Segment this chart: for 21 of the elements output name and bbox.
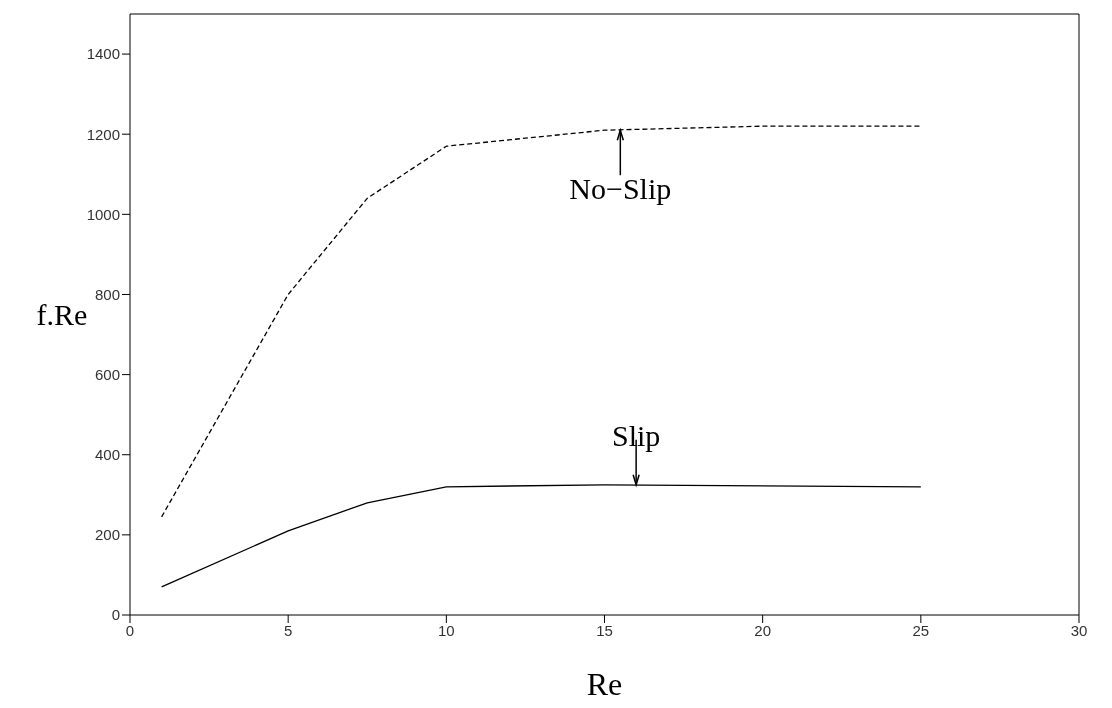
x-axis-title: Re (586, 666, 623, 702)
annotation: Slip (611, 418, 661, 452)
y-tick-label: 200 (94, 526, 120, 544)
y-tick-label: 600 (94, 365, 120, 383)
y-axis-title: f.Re (36, 298, 88, 332)
y-tick-label: 0 (111, 606, 120, 624)
y-tick-label: 1200 (86, 125, 120, 143)
x-tick-label: 20 (754, 621, 772, 639)
x-tick-label: 5 (283, 621, 293, 639)
x-tick-label: 25 (912, 621, 930, 639)
x-tick-label: 15 (596, 621, 613, 639)
y-tick-label: 400 (94, 446, 120, 464)
annotation: No−Slip (569, 172, 672, 206)
x-tick-label: 10 (437, 621, 455, 639)
line-series (160, 125, 922, 518)
x-tick-label: 30 (1070, 621, 1088, 639)
y-tick-label: 1000 (86, 205, 120, 223)
y-tick-label: 800 (94, 285, 120, 303)
x-tick-label: 0 (125, 621, 135, 639)
y-tick-label: 1400 (86, 45, 120, 63)
line-series (160, 484, 922, 588)
